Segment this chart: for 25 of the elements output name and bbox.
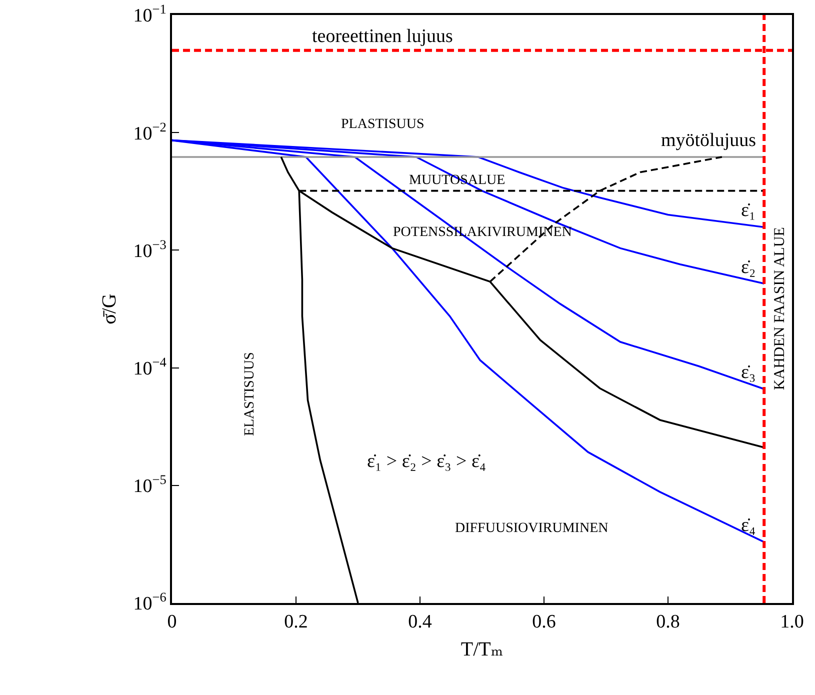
- x-tick-label: 0.6: [532, 612, 556, 633]
- y-tick-label: 10$^{−1}$: [133, 2, 166, 27]
- series-label: ε̇₂: [741, 257, 756, 278]
- ref-line-label: KAHDEN FAASIN ALUE: [772, 227, 788, 390]
- annotation: ELASTISUUS: [242, 352, 258, 436]
- annotation: ε̇₁ > ε̇₂ > ε̇₃ > ε̇₄: [367, 451, 486, 472]
- x-tick-label: 0: [167, 612, 177, 633]
- y-tick-label: 10$^{−6}$: [133, 590, 167, 615]
- series-label: ε̇₁: [741, 200, 756, 221]
- x-tick-label: 0.4: [408, 612, 432, 633]
- y-tick-label: 10$^{−5}$: [133, 472, 167, 498]
- x-tick-label: 0.2: [284, 612, 308, 633]
- annotation: PLASTISUUS: [341, 117, 424, 132]
- series-label: myötölujuus: [661, 130, 756, 151]
- x-axis-title: T/Tₘ: [460, 638, 504, 661]
- y-tick-label: 10$^{−2}$: [133, 119, 166, 144]
- y-axis-title: σ̄/G: [98, 294, 120, 324]
- annotation: DIFFUUSIOVIRUMINEN: [455, 521, 608, 536]
- x-tick-label: 0.8: [656, 612, 680, 633]
- y-tick-label: 10$^{−3}$: [133, 236, 167, 262]
- x-tick-label: 1.0: [780, 612, 804, 633]
- ref-line-label: teoreettinen lujuus: [312, 26, 453, 47]
- series-label: ε̇₄: [741, 515, 756, 536]
- y-tick-label: 10$^{−4}$: [133, 354, 167, 380]
- series-label: ε̇₃: [741, 362, 756, 383]
